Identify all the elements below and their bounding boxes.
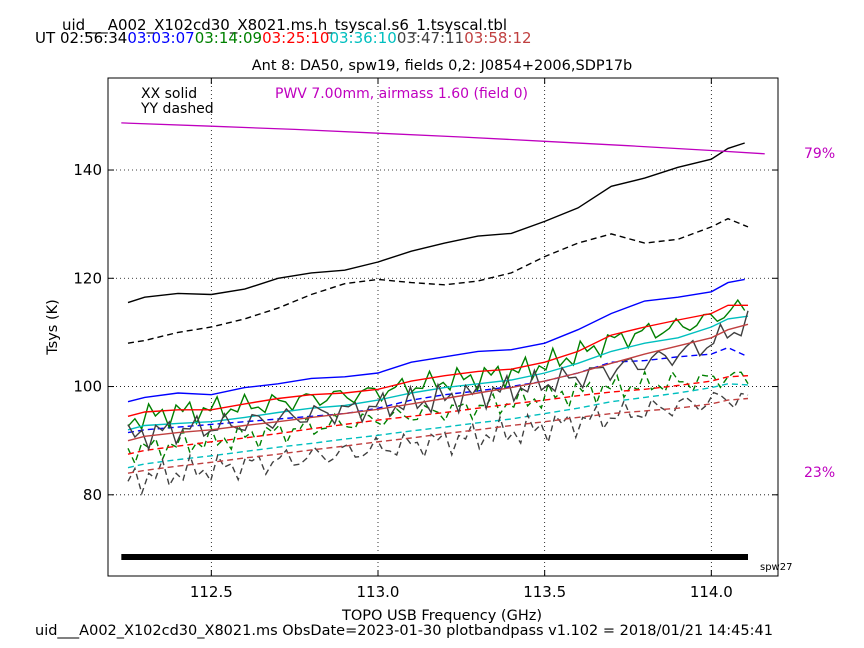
series-line-8-xx	[127, 315, 749, 431]
y-tick-label: 120	[73, 269, 102, 287]
atm-transmission-layer	[121, 122, 765, 561]
atm-scale-bottom-label: 23%	[804, 465, 835, 481]
ut-time-4: 03:36:10	[329, 29, 396, 47]
series-line-5-yy	[127, 369, 749, 466]
x-tick-label: 114.0	[690, 583, 733, 601]
y-tick-label: 80	[83, 486, 102, 504]
ut-time-6: 03:58:12	[464, 29, 531, 47]
table-name: uid___A002_X102cd30_X8021.ms.h_tsyscal.s…	[62, 16, 507, 35]
atm-scale-top-label: 79%	[804, 146, 835, 162]
plot-frame	[107, 77, 779, 577]
series-line-6-xx	[127, 304, 748, 417]
series-line-2-xx	[127, 278, 745, 403]
ut-times-line: UT 02:56:3403:03:0703:14:0903:25:1003:36…	[35, 29, 532, 47]
axis-ticks: 112.5 113.0 113.5 114.0 80 100 120 140	[73, 78, 778, 601]
ut-prefix: UT	[35, 29, 56, 47]
series-line-10-xx	[127, 310, 749, 452]
spw-bar-label: spw27	[760, 562, 792, 573]
footer-info: uid___A002_X102cd30_X8021.ms ObsDate=202…	[35, 623, 773, 639]
series-line-4-xx	[127, 298, 746, 431]
x-tick-label: 113.5	[523, 583, 566, 601]
series-line-12-xx	[127, 323, 749, 442]
pwv-annotation: PWV 7.00mm, airmass 1.60 (field 0)	[275, 86, 528, 102]
series-line-9-yy	[127, 383, 749, 469]
series-line-11-yy	[127, 391, 749, 496]
chart-title: Ant 8: DA50, spw19, fields 0,2: J0854+20…	[252, 58, 633, 74]
series-line-0-xx	[127, 142, 745, 304]
legend-yy-note: YY dashed	[140, 101, 214, 117]
ut-time-5: 03:47:11	[397, 29, 464, 47]
ut-time-2: 03:14:09	[195, 29, 262, 47]
ut-time-0: 02:56:34	[60, 29, 127, 47]
legend-xx-note: XX solid	[141, 86, 197, 102]
y-axis-label: Tsys (K)	[45, 299, 61, 356]
x-axis-label: TOPO USB Frequency (GHz)	[341, 608, 542, 624]
y-tick-label: 140	[73, 161, 102, 179]
ut-time-1: 03:03:07	[127, 29, 194, 47]
series-line-13-yy	[127, 397, 749, 474]
x-tick-label: 113.0	[357, 583, 400, 601]
atm-transmission-curve	[121, 122, 765, 155]
x-tick-label: 112.5	[190, 583, 233, 601]
series-layer	[127, 142, 749, 496]
ut-time-3: 03:25:10	[262, 29, 329, 47]
y-tick-label: 100	[73, 378, 102, 396]
series-line-1-yy	[127, 217, 749, 344]
series-line-7-yy	[127, 375, 749, 455]
